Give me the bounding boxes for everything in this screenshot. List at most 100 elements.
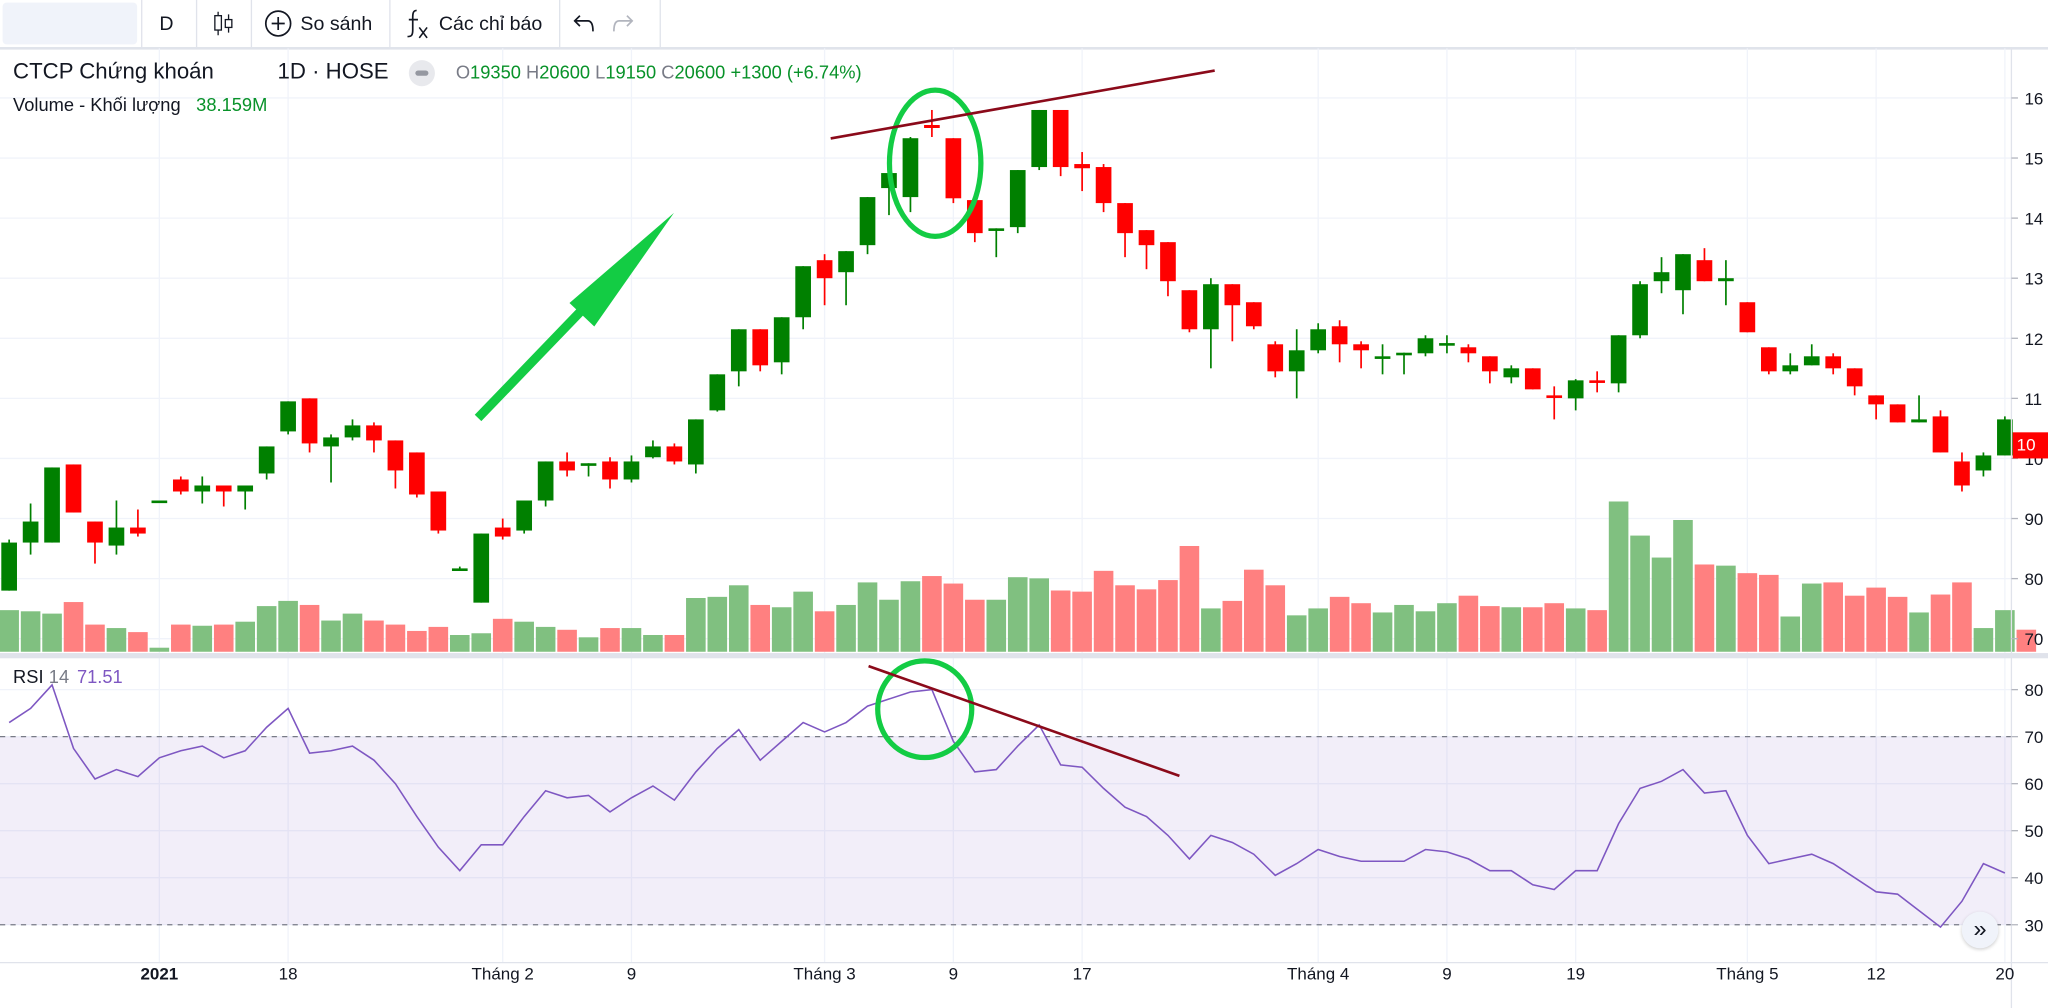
interval-button[interactable]: D [159,0,173,47]
chart-type-button[interactable] [212,0,243,47]
pane-separator [0,653,2048,659]
candle [1868,395,1884,420]
candle-body [1331,326,1348,345]
candle [730,329,747,387]
candle [430,491,447,534]
candle [816,254,833,306]
volume-bar [20,611,41,652]
undo-button[interactable] [572,0,603,47]
candle [1911,395,1927,423]
candle-body [108,527,125,546]
candle [1503,365,1520,384]
candle [859,197,876,255]
candle-body [1503,368,1520,378]
scroll-to-realtime-button[interactable]: » [1961,911,1999,949]
symbol-search-box[interactable] [2,2,138,45]
volume-bar [63,602,84,652]
candle [709,374,726,412]
interval-label: D [159,12,174,35]
candle [1653,257,1670,294]
candle [902,137,919,213]
candle-body [1353,344,1369,351]
volume-bar [1029,578,1049,652]
candle [838,251,854,306]
candle [1718,260,1734,306]
candle-body [838,251,854,273]
time-axis-label: 19 [1566,963,1586,984]
volume-bar [1329,596,1350,652]
candle-body [323,437,339,447]
volume-bar [1759,574,1779,652]
volume-bar [1286,615,1307,652]
volume-bar [1093,570,1114,652]
volume-bar [1501,607,1522,652]
volume-bar [1909,612,1929,652]
volume-bar [986,599,1007,652]
volume-bar [149,647,170,652]
candle [1889,404,1906,423]
candle [1460,344,1477,363]
undo-icon [573,15,594,32]
candle [1524,368,1541,390]
candle-body [516,500,533,531]
compare-button[interactable]: So sánh [264,0,372,47]
candle-body [1803,356,1820,366]
close-label: C [661,61,675,83]
rsi-name: RSI [13,666,44,688]
candle [1074,152,1090,192]
volume-bar [836,604,856,652]
candle-body [795,266,811,318]
candle-body [258,446,275,474]
candle [516,500,533,534]
candle-body [1975,455,1992,471]
close-value: 20600 [674,61,726,83]
candle-body [215,485,232,492]
interval-exchange: 1D · HOSE [277,58,389,84]
candle-body [559,461,575,471]
candle [988,228,1005,258]
candle [494,518,511,540]
candle-body [1396,352,1412,356]
top-toolbar: D So sánh Các chỉ báo [0,0,2048,50]
redo-button[interactable] [611,0,642,47]
volume-bar [1480,606,1500,652]
volume-bar [1158,580,1178,652]
candle-body [1460,347,1477,354]
volume-bar [1930,594,1951,652]
volume-bar [1608,501,1629,652]
volume-bar [814,611,835,652]
price-axis-label: 80 [2024,570,2043,589]
volume-value: 38.159M [196,94,268,115]
candle-body [1224,284,1241,306]
candle-body [1052,109,1069,168]
collapse-legend-button[interactable] [408,60,435,87]
volume-bar [1844,595,1865,652]
candle-body [172,479,189,492]
volume-bar [600,628,620,652]
time-axis-label: 17 [1072,963,1092,984]
candle [1803,344,1820,366]
rsi-band [0,736,2012,925]
candle-body [666,446,683,462]
rsi-highlight-ellipse [875,658,975,761]
candle-body [1245,302,1262,327]
candle-body [237,485,254,492]
candle-body [602,461,618,480]
candlestick-icon [214,11,233,36]
candle-body [752,329,769,366]
time-axis-label: Tháng 5 [1716,963,1779,984]
volume-bar [1437,603,1457,652]
candle-body [494,527,511,537]
candle-body [1610,335,1627,384]
candle [1610,335,1627,393]
indicators-button[interactable]: Các chỉ báo [405,0,542,47]
candle-body [1911,419,1927,423]
candle-body [924,124,940,128]
candle-body [387,440,404,471]
candle-body [1524,368,1541,390]
volume-bar [128,632,148,652]
function-icon [407,9,428,39]
volume-bar [1737,573,1758,652]
volume-bar [492,618,513,652]
